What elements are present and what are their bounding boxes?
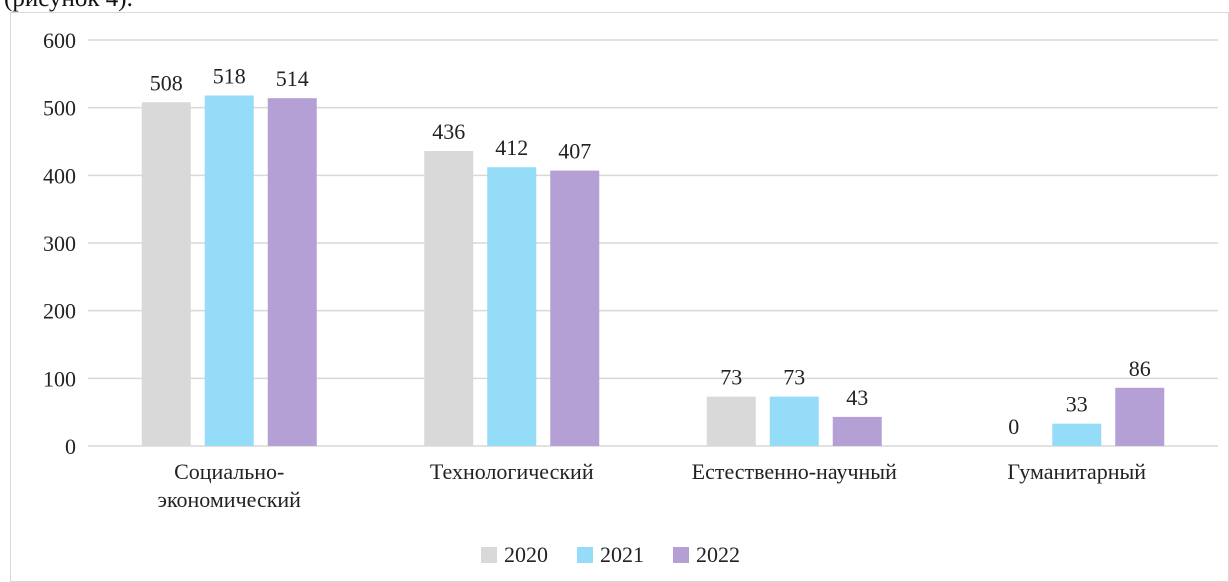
legend-swatch-2022 xyxy=(673,547,689,563)
bar-2022-2 xyxy=(832,416,882,446)
data-label: 412 xyxy=(495,135,528,160)
y-tick-label: 200 xyxy=(43,299,76,324)
legend-label: 2022 xyxy=(696,542,740,567)
x-category-label-line: Естественно-научный xyxy=(692,459,897,484)
legend-label: 2020 xyxy=(504,542,548,567)
x-category-label: Социально-экономический xyxy=(158,459,302,512)
y-tick-label: 0 xyxy=(65,434,76,459)
y-tick-label: 400 xyxy=(43,163,76,188)
legend-label: 2021 xyxy=(600,542,644,567)
data-label: 508 xyxy=(150,70,183,95)
x-category-label: Естественно-научный xyxy=(692,459,897,484)
data-label: 86 xyxy=(1129,356,1151,381)
bar-2022-3 xyxy=(1115,387,1165,446)
bar-2021-2 xyxy=(769,396,819,446)
data-label: 33 xyxy=(1066,392,1088,417)
bar-2021-3 xyxy=(1052,423,1102,446)
y-tick-label: 500 xyxy=(43,96,76,121)
data-label: 43 xyxy=(846,385,868,410)
document-caption-fragment: (рисунок 4). xyxy=(4,0,133,13)
bar-2020-0 xyxy=(141,102,191,447)
x-category-label-line: Технологический xyxy=(430,459,594,484)
y-tick-label: 100 xyxy=(43,366,76,391)
bar-2020-2 xyxy=(706,396,756,446)
x-category-label-line: Гуманитарный xyxy=(1007,459,1146,484)
bar-2022-0 xyxy=(267,98,317,447)
x-category-label-line: экономический xyxy=(158,487,302,512)
data-label: 407 xyxy=(558,139,591,164)
x-category-label: Технологический xyxy=(430,459,594,484)
data-label: 73 xyxy=(783,365,805,390)
data-label: 73 xyxy=(720,365,742,390)
bar-2021-1 xyxy=(487,167,537,447)
bar-2022-1 xyxy=(550,170,600,446)
data-label: 514 xyxy=(276,66,309,91)
bar-2021-0 xyxy=(204,95,254,446)
data-label: 0 xyxy=(1008,414,1019,439)
x-category-label: Гуманитарный xyxy=(1007,459,1146,484)
bar-2020-1 xyxy=(424,150,474,446)
legend-swatch-2021 xyxy=(577,547,593,563)
y-tick-label: 600 xyxy=(43,28,76,53)
y-tick-label: 300 xyxy=(43,231,76,256)
legend-swatch-2020 xyxy=(481,547,497,563)
data-label: 518 xyxy=(213,63,246,88)
data-label: 436 xyxy=(432,119,465,144)
x-category-label-line: Социально- xyxy=(174,459,284,484)
